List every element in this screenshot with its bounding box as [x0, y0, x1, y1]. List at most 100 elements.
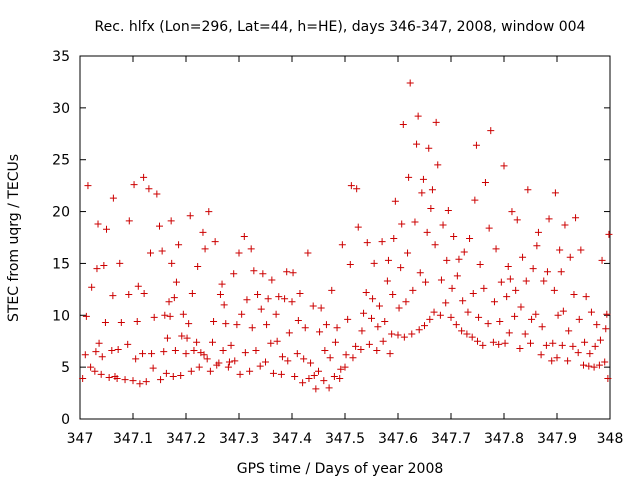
- data-point: [132, 355, 140, 363]
- data-point: [434, 161, 442, 169]
- data-point: [210, 318, 218, 326]
- data-point: [508, 208, 516, 216]
- data-point: [575, 315, 583, 323]
- data-point: [296, 290, 304, 298]
- data-point: [532, 310, 540, 318]
- data-point: [455, 255, 463, 263]
- data-point: [522, 277, 530, 285]
- data-point: [551, 189, 559, 197]
- data-point: [428, 186, 436, 194]
- data-point: [398, 220, 406, 228]
- data-points: [79, 79, 613, 393]
- data-point: [157, 376, 165, 384]
- data-point: [386, 350, 394, 358]
- data-point: [305, 375, 313, 383]
- data-point: [402, 298, 410, 306]
- data-point: [516, 344, 524, 352]
- data-point: [278, 353, 286, 361]
- data-point: [140, 173, 148, 181]
- data-point: [289, 269, 297, 277]
- data-point: [408, 330, 416, 338]
- data-point: [442, 299, 450, 307]
- data-point: [413, 140, 421, 148]
- data-point: [165, 298, 173, 306]
- x-axis: 347 347.1 347.2 347.3 347.4 347.5 347.6 347.7 34…: [67, 56, 623, 447]
- y-axis: 0 5 10 15 20 25 30 35: [52, 49, 610, 428]
- data-point: [543, 268, 551, 276]
- data-point: [205, 208, 213, 216]
- data-point: [259, 270, 267, 278]
- data-point: [331, 338, 339, 346]
- data-point: [215, 359, 223, 367]
- data-point: [464, 308, 472, 316]
- data-point: [374, 323, 382, 331]
- data-point: [88, 283, 96, 291]
- data-point: [317, 304, 325, 312]
- data-point: [411, 218, 419, 226]
- x-tick-label: 347.9: [537, 431, 577, 447]
- data-point: [490, 298, 498, 306]
- data-point: [342, 351, 350, 359]
- data-point: [565, 327, 573, 335]
- data-point: [87, 363, 95, 371]
- data-point: [344, 315, 352, 323]
- data-point: [511, 312, 519, 320]
- data-point: [601, 358, 609, 366]
- data-point: [156, 222, 163, 230]
- data-point: [431, 241, 439, 249]
- data-point: [182, 350, 190, 358]
- x-axis-label: GPS time / Days of year 2008: [237, 461, 444, 477]
- data-point: [333, 324, 341, 332]
- y-tick-label: 0: [61, 412, 70, 428]
- data-point: [558, 341, 566, 349]
- data-point: [163, 334, 171, 342]
- data-point: [548, 357, 556, 365]
- data-point: [389, 291, 397, 299]
- data-point: [125, 217, 133, 225]
- data-point: [246, 367, 254, 375]
- data-point: [269, 369, 277, 377]
- data-point: [425, 144, 433, 152]
- data-point: [140, 290, 148, 298]
- data-point: [272, 310, 280, 318]
- data-point: [190, 347, 198, 355]
- data-point: [360, 309, 368, 317]
- data-point: [188, 290, 196, 298]
- data-point: [375, 302, 383, 310]
- data-point: [233, 321, 241, 329]
- data-point: [254, 291, 262, 299]
- data-point: [186, 212, 194, 220]
- data-point: [538, 323, 546, 331]
- data-point: [487, 127, 495, 135]
- data-point: [481, 179, 489, 187]
- data-point: [310, 371, 318, 379]
- y-tick-label: 25: [52, 153, 70, 169]
- data-point: [554, 311, 562, 319]
- data-point: [145, 185, 153, 193]
- data-point: [485, 224, 493, 232]
- data-point: [227, 341, 235, 349]
- data-point: [564, 357, 572, 365]
- data-point: [309, 302, 317, 310]
- data-point: [136, 380, 144, 388]
- data-point: [439, 221, 447, 229]
- data-point: [160, 348, 168, 356]
- data-point: [114, 346, 122, 354]
- data-point: [240, 232, 248, 240]
- data-point: [130, 181, 138, 189]
- data-point: [111, 372, 119, 380]
- data-point: [256, 362, 264, 370]
- data-point: [569, 342, 577, 350]
- data-point: [200, 351, 208, 359]
- data-point: [330, 372, 338, 380]
- data-point: [529, 265, 537, 273]
- data-point: [125, 291, 133, 299]
- data-point: [436, 311, 444, 319]
- data-point: [484, 320, 492, 328]
- data-point: [570, 291, 578, 299]
- data-point: [378, 238, 386, 246]
- data-point: [346, 260, 354, 268]
- data-point: [469, 290, 477, 298]
- data-point: [82, 312, 90, 320]
- data-point: [247, 245, 255, 253]
